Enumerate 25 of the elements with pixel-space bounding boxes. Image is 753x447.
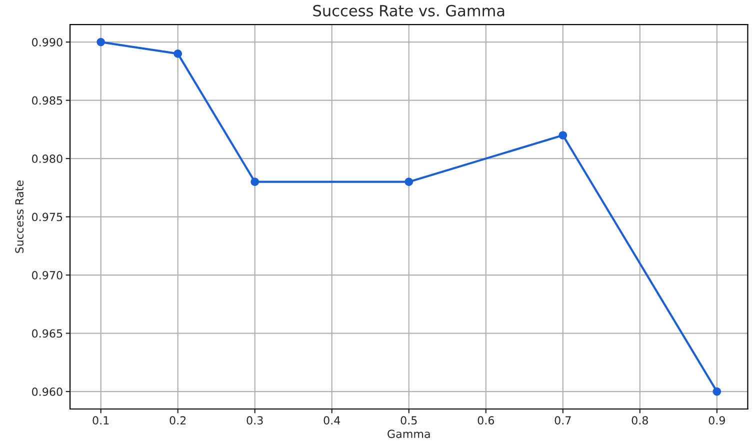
- y-tick-label: 0.965: [32, 329, 62, 338]
- point: [250, 178, 260, 186]
- x-axis-title: Gamma: [388, 430, 430, 438]
- x-tick-label: 0.1: [92, 416, 109, 425]
- y-tick-label: 0.990: [32, 38, 62, 46]
- y-axis-title: Success Rate: [15, 180, 24, 253]
- x-tick-label: 0.9: [708, 416, 725, 425]
- x-tick-label: 0.3: [246, 416, 263, 425]
- x-tick-label: 0.5: [400, 416, 417, 425]
- y-tick-label: 0.985: [32, 96, 62, 105]
- x-tick-label: 0.8: [632, 416, 648, 425]
- x-tick-label: 0.2: [170, 416, 186, 425]
- point: [558, 131, 568, 140]
- x-tick-label: 0.6: [478, 416, 494, 425]
- point: [712, 387, 722, 396]
- point: [404, 178, 414, 186]
- chart-title: Success Rate vs. Gamma: [313, 4, 504, 16]
- y-tick-label: 0.980: [32, 154, 62, 163]
- point: [96, 38, 105, 46]
- x-tick-label: 0.4: [324, 416, 340, 425]
- y-tick-label: 0.970: [32, 271, 62, 280]
- x-tick-label: 0.7: [554, 416, 571, 425]
- y-tick-label: 0.975: [32, 212, 62, 222]
- point: [174, 50, 182, 58]
- y-tick-label: 0.960: [32, 388, 62, 396]
